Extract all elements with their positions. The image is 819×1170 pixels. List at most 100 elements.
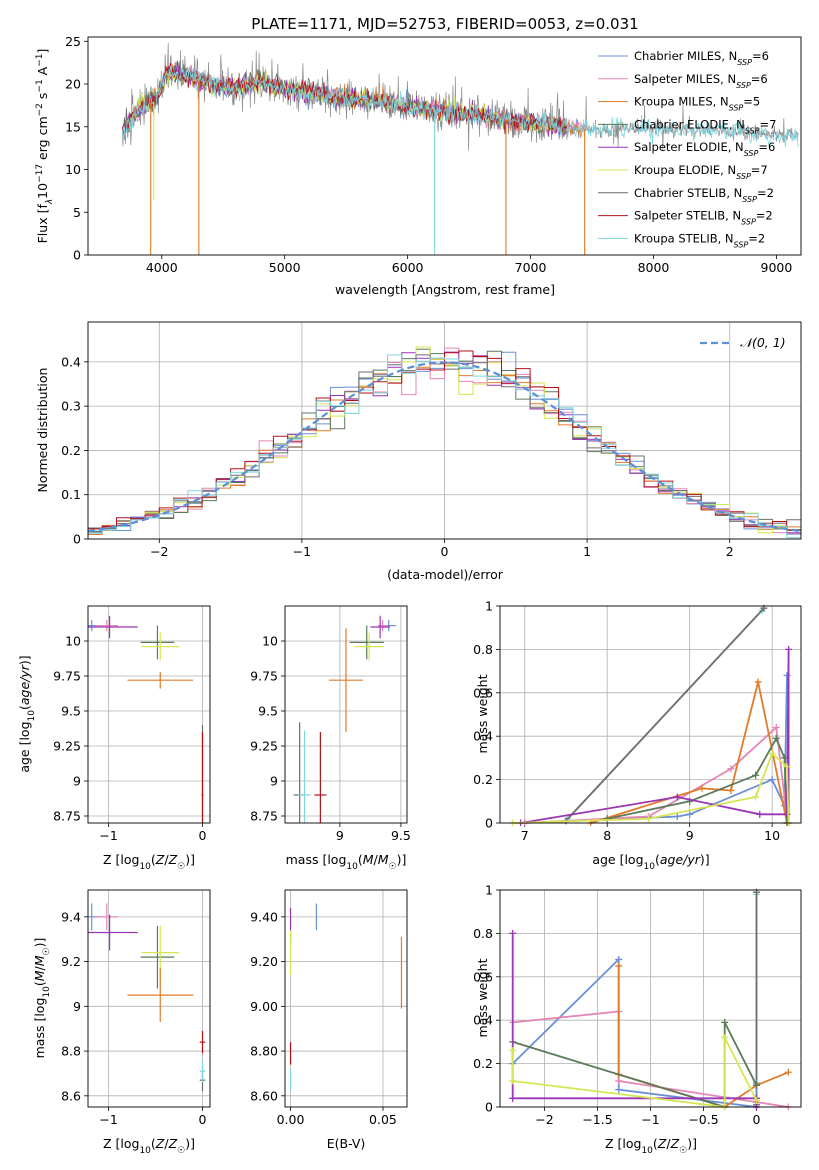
residuals-ylabel: Normed distribution <box>35 368 50 493</box>
weight_vs_Z-lines <box>509 888 792 1110</box>
x-tick-label: 5000 <box>269 260 301 275</box>
age-vs-metallicity-panel: Z [log10(Z/Z☉)] age [log10(age/yr)] −1 0 8… <box>17 605 211 872</box>
spectrum-legend: Chabrier MILES, NSSP=6 Salpeter MILES, NS… <box>598 49 776 249</box>
wAge-xlabel: age [log10(age/yr)] <box>592 852 709 872</box>
y-tick-label: 10 <box>65 634 81 649</box>
x-tick-label: −1 <box>293 544 311 559</box>
weight-marker-salp_elodie <box>509 1094 517 1102</box>
residuals-xlabel: (data-model)/error <box>387 567 504 582</box>
x-tick-label: −1 <box>99 1112 117 1127</box>
x-tick-label: 6000 <box>392 260 424 275</box>
wZ-xlabel: Z [log10(Z/Z☉)] <box>605 1136 697 1156</box>
weight_vs_age-grid <box>500 605 801 824</box>
x-tick-label: 2 <box>726 544 734 559</box>
mass-vs-ebv-panel: E(B-V) 0.00 0.05 8.60 8.80 9.00 9.20 9.40 <box>250 889 408 1151</box>
y-tick-label: 0 <box>485 1100 493 1115</box>
gauss-legend-label: 𝒩(0, 1) <box>740 335 786 350</box>
x-tick-label: 10 <box>764 828 780 843</box>
weight-line-chab_elodie <box>607 736 788 824</box>
ageM-xlabel: mass [log10(M/M☉)] <box>286 852 407 872</box>
weight-marker-salp_elodie <box>783 810 791 818</box>
residuals-frame <box>87 321 802 540</box>
age_vs_mass-points <box>293 615 397 823</box>
y-tick-label: 0.4 <box>473 1013 493 1028</box>
massE-xlabel: E(B-V) <box>327 1136 366 1151</box>
x-tick-label: −2 <box>150 544 168 559</box>
y-tick-label: 9.5 <box>258 704 278 719</box>
legend-entry-text: Salpeter STELIB, NSSP=2 <box>634 209 773 227</box>
weight-marker-krou_elodie <box>752 793 760 801</box>
y-tick-label: 9.40 <box>250 909 278 924</box>
legend-entry-text: Kroupa MILES, NSSP=5 <box>634 95 760 113</box>
weight-line-krou_elodie <box>512 752 790 824</box>
x-tick-label: 7 <box>521 828 529 843</box>
x-tick-label: 8000 <box>638 260 670 275</box>
y-tick-label: 25 <box>65 34 81 49</box>
weight_vs_age-lines <box>508 604 793 826</box>
x-tick-label: 4000 <box>146 260 178 275</box>
y-tick-label: 0.3 <box>61 399 81 414</box>
weight-marker-krou_miles <box>754 678 762 686</box>
weight-line-salp_elodie <box>520 649 790 824</box>
x-tick-label: 0 <box>441 544 449 559</box>
ageZ-ylabel: age [log10(age/yr)] <box>17 655 37 772</box>
x-tick-label: 1 <box>583 544 591 559</box>
age_vs_Z-frame <box>87 605 211 824</box>
y-tick-label: 9.2 <box>61 954 81 969</box>
weight-marker-krou_elodie <box>783 763 791 771</box>
spectrum-model-salp_stelib <box>122 62 568 135</box>
weight-marker-salp_elodie <box>509 929 517 937</box>
weight-marker-krou_miles <box>698 784 706 792</box>
mass_vs_ebv-frame <box>284 889 408 1108</box>
weight-line-salp_miles <box>524 725 788 824</box>
weight-marker-krou_miles <box>784 1068 792 1076</box>
mass_vs_ebv-grid <box>285 890 407 1107</box>
y-tick-label: 9.25 <box>250 739 278 754</box>
weight-marker-krou_elodie <box>509 1047 517 1055</box>
y-tick-label: 0.4 <box>61 354 81 369</box>
y-tick-label: 0.4 <box>473 729 493 744</box>
wZ-ylabel: mass weight <box>475 958 490 1037</box>
y-tick-label: 9.75 <box>53 669 81 684</box>
weight-marker-krou_elodie <box>721 1034 729 1042</box>
legend-entry-text: Salpeter ELODIE, NSSP=6 <box>634 140 775 158</box>
ageZ-xlabel: Z [log10(Z/Z☉)] <box>103 852 195 872</box>
spectrum-xlabel: wavelength [Angstrom, rest frame] <box>335 282 555 297</box>
weight_vs_Z-frame <box>499 889 802 1108</box>
x-tick-label: −2 <box>535 1112 553 1127</box>
weight-marker-salp_miles <box>615 1077 623 1085</box>
x-tick-label: 9 <box>336 828 344 843</box>
residuals-panel: (data-model)/error Normed distribution −… <box>35 321 802 582</box>
y-tick-label: 9.5 <box>61 704 81 719</box>
y-tick-label: 9 <box>270 774 278 789</box>
spectrum-ylabel: Flux [fλ10−17 erg cm−2 s−1 A−1] <box>35 49 55 244</box>
y-tick-label: 0.6 <box>473 969 493 984</box>
mass_vs_ebv-points <box>289 903 403 1092</box>
spectrum-model-krou_stelib <box>122 65 799 148</box>
y-tick-label: 9 <box>73 999 81 1014</box>
y-tick-label: 0.8 <box>473 926 493 941</box>
x-tick-label: 8 <box>603 828 611 843</box>
x-tick-label: 0 <box>199 828 207 843</box>
y-tick-label: 0 <box>485 816 493 831</box>
massZ-ylabel: mass [log10(M/M☉)] <box>32 938 52 1059</box>
age_vs_mass-frame <box>284 605 408 824</box>
weight-vs-age-panel: age [log10(age/yr)] mass weight 7 8 9 10 0 0.… <box>473 599 802 872</box>
legend-entry-text: Chabrier STELIB, NSSP=2 <box>634 186 774 204</box>
age_vs_Z-grid <box>88 606 210 823</box>
legend-entry-text: Chabrier MILES, NSSP=6 <box>634 49 769 67</box>
weight-line-chab_stelib <box>565 607 765 822</box>
wAge-ylabel: mass weight <box>475 674 490 753</box>
y-tick-label: 15 <box>65 119 81 134</box>
x-tick-label: −1 <box>641 1112 659 1127</box>
weight-marker-chab_elodie <box>772 734 780 742</box>
gaussian-curve <box>88 361 801 533</box>
age_vs_Z-points <box>88 615 204 823</box>
y-tick-label: 8.60 <box>250 1088 278 1103</box>
weight-marker-krou_miles <box>727 786 735 794</box>
x-tick-label: 9.5 <box>391 828 411 843</box>
x-tick-label: 0.05 <box>369 1112 397 1127</box>
x-tick-label: 9 <box>686 828 694 843</box>
x-tick-label: 0.00 <box>277 1112 305 1127</box>
